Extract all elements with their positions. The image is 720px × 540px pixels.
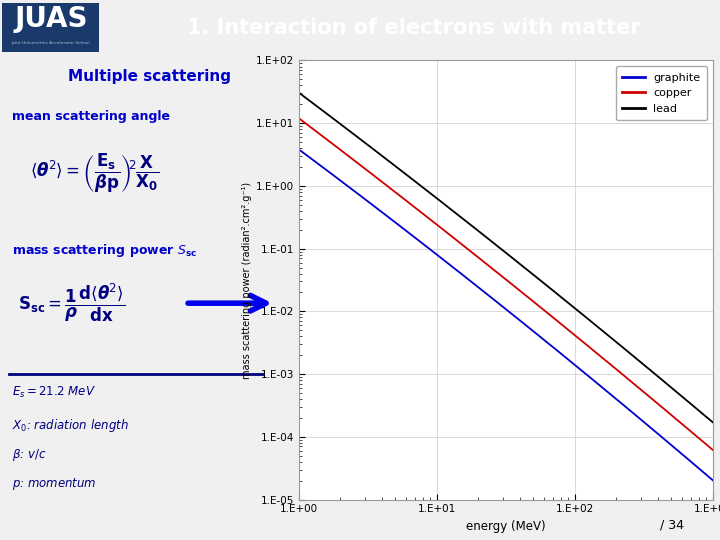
Text: $\mathbf{S_{sc}} = \dfrac{\mathbf{1}}{\boldsymbol{\rho}}\dfrac{\mathbf{d}\left\l: $\mathbf{S_{sc}} = \dfrac{\mathbf{1}}{\b… xyxy=(18,282,125,325)
Y-axis label: mass scattering power (radian².cm².g⁻¹): mass scattering power (radian².cm².g⁻¹) xyxy=(241,181,251,379)
Text: mean scattering angle: mean scattering angle xyxy=(12,110,170,123)
Text: / 34: / 34 xyxy=(660,518,684,532)
Text: JUAS: JUAS xyxy=(14,5,88,33)
X-axis label: energy (MeV): energy (MeV) xyxy=(466,520,546,533)
Legend: graphite, copper, lead: graphite, copper, lead xyxy=(616,66,707,120)
Text: 1. Interaction of electrons with matter: 1. Interaction of electrons with matter xyxy=(187,17,641,38)
Text: $E_s = 21.2\ \mathit{MeV}$: $E_s = 21.2\ \mathit{MeV}$ xyxy=(12,385,96,400)
Text: $\beta$: $\mathit{v/c}$: $\beta$: $\mathit{v/c}$ xyxy=(12,447,46,463)
FancyBboxPatch shape xyxy=(2,3,99,52)
Text: mass scattering power $S_{\mathbf{sc}}$: mass scattering power $S_{\mathbf{sc}}$ xyxy=(12,242,197,259)
Text: $\left\langle\boldsymbol{\theta}^2\right\rangle = \left(\dfrac{\mathbf{E_s}}{\bo: $\left\langle\boldsymbol{\theta}^2\right… xyxy=(30,152,159,195)
Text: $X_0$: $\mathit{radiation\ length}$: $X_0$: $\mathit{radiation\ length}$ xyxy=(12,417,129,434)
Text: $p$: $\mathit{momentum}$: $p$: $\mathit{momentum}$ xyxy=(12,476,96,492)
Text: Joint Universities Accelerator School: Joint Universities Accelerator School xyxy=(12,41,91,45)
Text: Multiple scattering: Multiple scattering xyxy=(68,69,231,84)
